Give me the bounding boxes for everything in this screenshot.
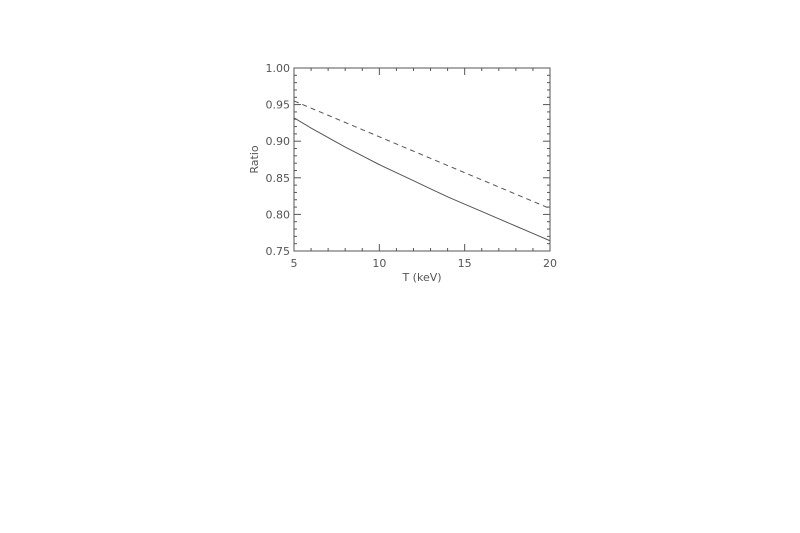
- x-tick-label: 5: [291, 257, 298, 270]
- x-tick-label: 15: [458, 257, 472, 270]
- solid-series-line: [293, 117, 551, 242]
- axis-tick-labels: 5 10 15 20 0.75 0.80 0.85 0.90 0.95 1.00: [266, 62, 558, 270]
- y-axis-title: Ratio: [248, 145, 261, 174]
- y-tick-label: 0.90: [266, 135, 291, 148]
- y-tick-label: 0.95: [266, 99, 291, 112]
- y-tick-label: 0.80: [266, 208, 291, 221]
- dashed-series-line: [293, 100, 551, 210]
- plot-area: [293, 100, 551, 242]
- y-tick-label: 1.00: [266, 62, 291, 75]
- y-tick-label: 0.85: [266, 172, 291, 185]
- axis-ticks: [293, 67, 551, 252]
- x-tick-label: 20: [543, 257, 557, 270]
- y-tick-label: 0.75: [266, 245, 291, 258]
- plot-frame: [293, 67, 551, 252]
- x-tick-label: 10: [372, 257, 386, 270]
- x-axis-title: T (keV): [401, 271, 441, 284]
